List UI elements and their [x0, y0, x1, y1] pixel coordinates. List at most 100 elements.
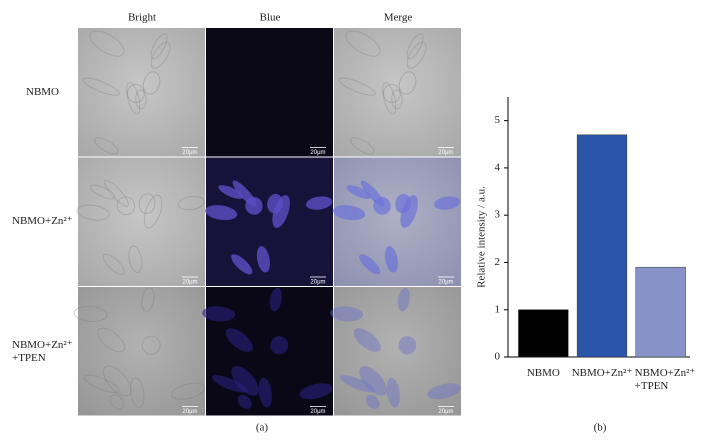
- y-axis-label: Relative intensity / a.u.: [476, 186, 488, 288]
- micrograph: [334, 287, 461, 416]
- cell: [205, 205, 238, 221]
- scale-label: 20μm: [438, 150, 453, 156]
- cell: [138, 193, 156, 214]
- micrograph: [78, 287, 205, 416]
- column-header: Blue: [260, 12, 281, 24]
- cell: [382, 82, 397, 115]
- cell: [225, 328, 253, 352]
- y-tick-label: 1: [495, 303, 501, 315]
- y-tick-label: 0: [495, 351, 501, 363]
- cell: [258, 377, 272, 408]
- cell: [427, 383, 461, 400]
- cell: [150, 41, 171, 69]
- cell: [345, 30, 381, 57]
- cell: [142, 71, 161, 95]
- cell: [102, 365, 132, 397]
- cell: [177, 195, 205, 211]
- bar: [518, 309, 569, 358]
- cell: [128, 245, 143, 274]
- cell: [350, 137, 375, 155]
- cell: [398, 336, 417, 355]
- cell: [135, 89, 147, 110]
- y-tick-label: 3: [495, 209, 501, 221]
- cell: [102, 253, 125, 275]
- x-tick-label: NBMO+Zn²⁺ +TPEN: [634, 367, 696, 392]
- cell: [359, 366, 387, 396]
- scale-label: 20μm: [182, 150, 197, 156]
- cell: [391, 89, 403, 110]
- cell: [384, 246, 398, 273]
- cell: [397, 287, 410, 312]
- cell: [231, 366, 259, 396]
- cell: [116, 196, 136, 216]
- cell: [109, 394, 125, 410]
- cell: [97, 327, 126, 353]
- cell: [272, 195, 290, 228]
- scale-label: 20μm: [182, 280, 197, 286]
- column-header: Bright: [128, 12, 156, 24]
- cell: [94, 137, 119, 155]
- cell: [212, 375, 247, 393]
- micrograph: [206, 28, 333, 157]
- panel-label: (a): [256, 422, 269, 434]
- cell: [386, 377, 400, 408]
- cell: [130, 377, 145, 408]
- scale-label: 20μm: [438, 409, 453, 415]
- cell: [360, 180, 385, 207]
- y-tick-label: 4: [495, 161, 501, 173]
- cell: [270, 336, 289, 355]
- cell: [231, 254, 253, 275]
- scale-label: 20μm: [438, 280, 453, 286]
- cell: [76, 204, 110, 221]
- cell: [232, 180, 257, 207]
- micrograph: [334, 28, 461, 157]
- cell: [83, 374, 120, 394]
- row-label: NBMO+Zn²⁺: [12, 215, 73, 228]
- micrograph: [78, 157, 205, 286]
- cell: [256, 246, 270, 273]
- cell: [269, 287, 282, 312]
- micrograph: [78, 28, 205, 157]
- cell: [406, 41, 427, 69]
- cell: [89, 184, 116, 200]
- row-label: NBMO: [26, 85, 60, 98]
- scale-label: 20μm: [310, 409, 325, 415]
- bar: [635, 266, 686, 358]
- cell: [89, 30, 125, 57]
- cell: [353, 328, 381, 352]
- scale-label: 20μm: [182, 409, 197, 415]
- cell: [170, 382, 206, 400]
- cell: [346, 185, 372, 199]
- cell: [305, 196, 333, 210]
- cell: [400, 195, 418, 228]
- cell: [433, 196, 461, 210]
- cell: [333, 205, 366, 221]
- panel-label: (b): [594, 422, 607, 434]
- cell: [104, 180, 129, 207]
- bar: [576, 134, 628, 358]
- y-tick-label: 2: [495, 256, 501, 268]
- cell: [398, 71, 417, 95]
- cell: [340, 375, 375, 393]
- x-tick-label: NBMO: [526, 367, 560, 379]
- y-tick-label: 5: [495, 114, 501, 126]
- cell: [141, 287, 155, 312]
- cell: [150, 33, 168, 60]
- scale-label: 20μm: [310, 150, 325, 156]
- cell: [141, 335, 161, 355]
- cell: [82, 77, 120, 96]
- cell: [365, 394, 380, 409]
- cell: [126, 82, 141, 115]
- cell: [330, 306, 364, 322]
- cell: [299, 383, 333, 400]
- cell: [237, 394, 252, 409]
- cell: [73, 305, 108, 322]
- cell: [382, 84, 401, 103]
- cell: [359, 254, 381, 275]
- scale-label: 20μm: [310, 280, 325, 286]
- cell: [202, 306, 236, 322]
- cell: [338, 77, 376, 96]
- cell: [143, 194, 163, 229]
